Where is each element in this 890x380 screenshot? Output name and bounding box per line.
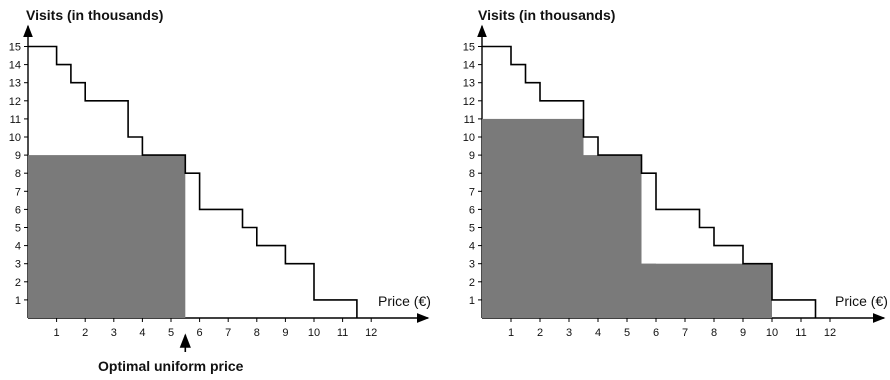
x-tick-label: 5 xyxy=(168,327,174,339)
y-tick-label: 10 xyxy=(463,132,475,144)
y-tick-label: 15 xyxy=(463,42,475,54)
revenue-areas xyxy=(28,155,186,318)
x-tick-label: 2 xyxy=(82,327,88,339)
y-tick-label: 11 xyxy=(10,114,21,126)
x-tick-label: 9 xyxy=(282,327,288,339)
y-tick-label: 14 xyxy=(9,60,21,72)
demand-curve-line xyxy=(28,45,358,318)
demand-curve-line xyxy=(482,45,817,318)
y-tick-label: 13 xyxy=(9,78,21,90)
uniform-price-chart: Visits (in thousands) Price (€) 12345678… xyxy=(9,7,431,374)
y-tick-label: 7 xyxy=(469,186,475,198)
y-axis-label: Visits (in thousands) xyxy=(478,7,615,23)
x-tick-label: 3 xyxy=(111,327,117,339)
x-tick-label: 2 xyxy=(537,327,543,339)
revenue-rect xyxy=(482,263,772,318)
y-tick-label: 4 xyxy=(15,241,21,253)
y-tick-label: 5 xyxy=(15,223,21,235)
y-tick-label: 4 xyxy=(469,241,475,253)
x-tick-label: 10 xyxy=(308,327,320,339)
y-tick-label: 12 xyxy=(9,96,21,108)
y-tick-label: 5 xyxy=(469,223,475,235)
y-tick-label: 7 xyxy=(15,186,21,198)
x-ticks: 1 2 3 4 5 6 7 8 9 10 11 12 xyxy=(54,318,377,339)
y-tick-label: 3 xyxy=(15,259,21,271)
y-tick-label: 1 xyxy=(469,295,475,307)
x-ticks: 1 2 3 4 5 6 7 8 9 10 11 12 xyxy=(508,318,836,339)
x-tick-label: 1 xyxy=(508,327,514,339)
demand-curve xyxy=(482,45,817,318)
y-tick-label: 12 xyxy=(463,96,475,108)
y-tick-label: 8 xyxy=(469,168,475,180)
x-tick-label: 1 xyxy=(54,327,60,339)
x-tick-label: 12 xyxy=(824,327,836,339)
x-tick-label: 6 xyxy=(653,327,659,339)
y-tick-label: 6 xyxy=(469,204,475,216)
y-tick-label: 2 xyxy=(15,277,21,289)
x-tick-label: 11 xyxy=(337,327,348,339)
revenue-rect xyxy=(28,155,186,318)
y-tick-label: 13 xyxy=(463,78,475,90)
y-tick-label: 15 xyxy=(9,42,21,54)
x-tick-label: 8 xyxy=(711,327,717,339)
y-axis-label: Visits (in thousands) xyxy=(26,7,163,23)
y-tick-label: 10 xyxy=(9,132,21,144)
y-tick-label: 14 xyxy=(463,60,475,72)
demand-curve xyxy=(28,45,358,318)
x-axis-label: Price (€) xyxy=(835,293,888,309)
y-tick-label: 9 xyxy=(469,150,475,162)
optimal-price-annotation: Optimal uniform price xyxy=(98,333,244,374)
y-tick-label: 9 xyxy=(15,150,21,162)
x-tick-label: 5 xyxy=(624,327,630,339)
x-axis-label: Price (€) xyxy=(378,293,431,309)
x-tick-label: 11 xyxy=(795,327,806,339)
price-discrimination-chart: Visits (in thousands) Price (€) 12345678… xyxy=(463,7,888,339)
x-tick-label: 3 xyxy=(566,327,572,339)
x-tick-label: 12 xyxy=(365,327,377,339)
x-tick-label: 7 xyxy=(682,327,688,339)
y-tick-label: 8 xyxy=(15,168,21,180)
x-tick-label: 4 xyxy=(139,327,145,339)
y-tick-label: 1 xyxy=(15,295,21,307)
x-tick-label: 7 xyxy=(225,327,231,339)
x-tick-label: 4 xyxy=(595,327,601,339)
x-tick-label: 10 xyxy=(766,327,778,339)
y-tick-label: 6 xyxy=(15,204,21,216)
y-tick-label: 11 xyxy=(464,114,475,126)
y-tick-label: 2 xyxy=(469,277,475,289)
y-tick-label: 3 xyxy=(469,259,475,271)
x-tick-label: 8 xyxy=(254,327,260,339)
annotation-label: Optimal uniform price xyxy=(98,358,244,374)
x-tick-label: 6 xyxy=(197,327,203,339)
x-tick-label: 9 xyxy=(740,327,746,339)
revenue-areas xyxy=(482,118,772,319)
